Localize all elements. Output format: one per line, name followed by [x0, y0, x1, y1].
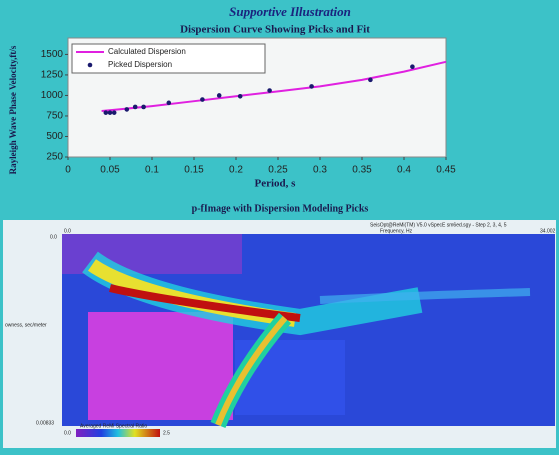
heatmap-y-label: owness, sec/meter [5, 322, 47, 328]
heatmap-y-end: 0.00833 [36, 420, 54, 426]
slide: Supportive Illustration Dispersion Curve… [0, 0, 559, 450]
pick-point [238, 94, 243, 99]
x-axis-label: Period, s [255, 178, 297, 190]
x-tick-label: 0 [65, 165, 71, 176]
pick-point [217, 93, 222, 98]
heatmap-region [88, 312, 233, 420]
heatmap-y-start: 0.0 [50, 234, 57, 240]
x-tick-label: 0.3 [313, 165, 327, 176]
y-axis-label: Rayleigh Wave Phase Velocity,ft/s [8, 45, 18, 174]
pick-point [104, 110, 109, 115]
legend: Calculated Dispersion Picked Dispersion [72, 44, 265, 73]
x-tick-label: 0.2 [229, 165, 243, 176]
heatmap-x-start: 0.0 [64, 228, 71, 234]
legend-swatch [88, 63, 93, 68]
legend-label: Picked Dispersion [108, 60, 172, 69]
heatmap-x-end: 34.002 [540, 228, 556, 234]
pick-point [125, 107, 130, 112]
colorbar-label: Averaged ReMi Spectral Ratio [80, 423, 147, 429]
x-tick-label: 0.35 [352, 165, 372, 176]
heatmap-x-label: Frequency, Hz [380, 228, 413, 234]
x-tick-label: 0.25 [268, 165, 288, 176]
pick-point [167, 101, 172, 106]
x-tick-label: 0.45 [436, 165, 456, 176]
pick-point [309, 84, 314, 89]
x-tick-label: 0.05 [100, 165, 120, 176]
pick-point [200, 97, 205, 102]
x-tick-label: 0.1 [145, 165, 159, 176]
x-tick-label: 0.15 [184, 165, 204, 176]
colorbar-max: 2.5 [163, 430, 170, 436]
pick-point [368, 78, 373, 83]
heatmap-title: p-fImage with Dispersion Modeling Picks [192, 203, 369, 214]
x-tick-label: 0.4 [397, 165, 411, 176]
y-tick-label: 750 [46, 111, 63, 122]
y-tick-label: 1500 [41, 49, 64, 60]
y-tick-label: 1250 [41, 70, 64, 81]
pick-point [141, 105, 146, 110]
page: Supportive Illustration Dispersion Curve… [0, 0, 559, 450]
slide-title: Supportive Illustration [229, 4, 351, 19]
pick-point [108, 110, 113, 115]
pick-point [410, 64, 415, 69]
colorbar-min: 0.0 [64, 430, 71, 436]
legend-label: Calculated Dispersion [108, 47, 186, 56]
chart-title: Dispersion Curve Showing Picks and Fit [180, 24, 370, 36]
pick-point [112, 110, 117, 115]
heatmap-image [62, 234, 555, 426]
colorbar [76, 429, 160, 437]
pick-point [267, 88, 272, 93]
y-tick-label: 1000 [41, 90, 64, 101]
pick-point [133, 105, 138, 110]
y-tick-label: 500 [46, 131, 63, 142]
y-tick-label: 250 [46, 152, 63, 163]
